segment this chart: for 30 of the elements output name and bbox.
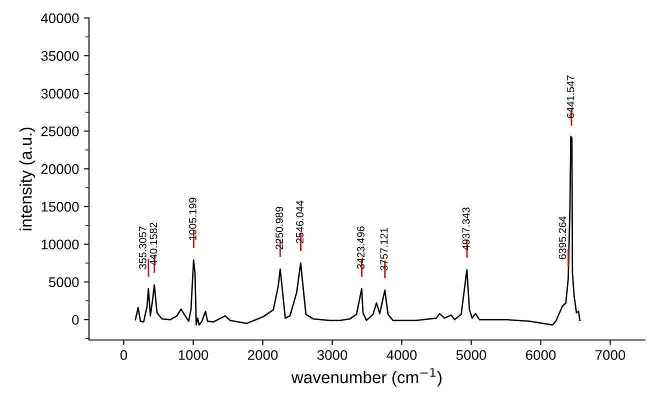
x-tick-label: 1000 — [178, 350, 208, 360]
x-axis-title: wavenumber (cm$^{−1}$) — [291, 368, 442, 387]
x-tick-label: 3000 — [317, 350, 348, 360]
y-axis-title: intensity (a.u.) — [20, 128, 36, 230]
annotation: 1005.199 — [189, 198, 196, 240]
y-tick-label: 10000 — [42, 240, 79, 250]
annotation: 6441.547 — [566, 76, 574, 118]
annotation: 355.3057 — [139, 226, 146, 270]
annotation: 440.1582 — [150, 222, 158, 266]
annotation: 2546.044 — [296, 200, 304, 244]
x-tick-label: 6000 — [526, 350, 556, 360]
y-tick-label: 30000 — [41, 88, 79, 99]
y-tick-label: 25000 — [41, 126, 79, 136]
x-tick-label: 5000 — [456, 350, 486, 360]
y-tick-label: 35000 — [41, 51, 79, 61]
y-tick-label: 15000 — [42, 202, 79, 212]
annotation: 6395.264 — [558, 216, 566, 260]
x-tick-label: 7000 — [596, 350, 626, 360]
annotation: 3757.121 — [380, 228, 388, 271]
annotation: 4937.343 — [462, 208, 470, 250]
annotation: 2250.989 — [276, 206, 283, 250]
x-tick-label: 0 — [120, 350, 128, 360]
y-tick-label: 0 — [72, 314, 79, 325]
y-tick-label: 40000 — [40, 13, 79, 24]
line-series — [134, 136, 581, 326]
y-tick-label: 20000 — [41, 164, 79, 174]
annotation: 3423.496 — [357, 226, 364, 270]
y-tick-label: 5000 — [48, 277, 79, 288]
x-tick-label: 4000 — [386, 350, 417, 360]
x-tick-label: 2000 — [248, 350, 278, 360]
